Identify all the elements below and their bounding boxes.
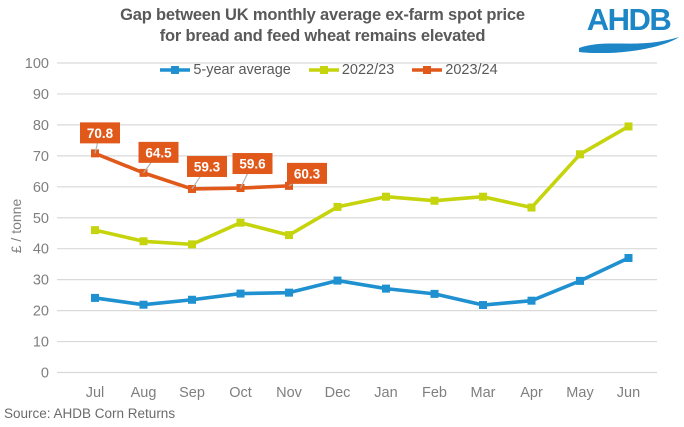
x-tick-label: Dec xyxy=(325,385,351,401)
chart-title-line1: Gap between UK monthly average ex-farm s… xyxy=(120,6,525,24)
chart-legend: 5-year average 2022/23 2023/24 xyxy=(0,62,658,78)
data-label-box xyxy=(287,162,327,184)
legend-square xyxy=(319,66,328,74)
data-label-box xyxy=(138,141,179,163)
data-point-2022-23 xyxy=(188,240,196,249)
x-tick-label: Mar xyxy=(471,385,496,401)
legend-line-marker-icon xyxy=(308,66,339,74)
ahdb-wave-icon xyxy=(578,37,679,53)
y-tick-label: 0 xyxy=(41,366,49,382)
legend-square xyxy=(423,66,432,74)
y-tick-label: 80 xyxy=(33,118,49,134)
y-tick-label: 90 xyxy=(33,87,49,103)
legend-item-2022-23: 2022/23 xyxy=(308,62,395,78)
data-point-5-year-average xyxy=(479,301,487,310)
legend-label: 2023/24 xyxy=(445,62,498,78)
data-point-2022-23 xyxy=(333,202,342,211)
legend-line-marker-icon xyxy=(160,66,191,74)
data-point-2022-23 xyxy=(430,196,439,205)
data-point-5-year-average xyxy=(382,284,390,293)
data-point-2022-23 xyxy=(139,237,148,246)
data-label-text: 60.3 xyxy=(294,166,321,181)
data-point-2022-23 xyxy=(236,218,245,227)
legend-label: 5-year average xyxy=(193,62,291,78)
source-note: Source: AHDB Corn Returns xyxy=(4,406,176,421)
data-point-5-year-average xyxy=(91,293,99,302)
data-point-5-year-average xyxy=(188,295,196,304)
x-tick-label: Apr xyxy=(520,385,543,401)
chart-title-line2: for bread and feed wheat remains elevate… xyxy=(159,27,486,45)
x-tick-label: Sep xyxy=(179,385,205,401)
legend-item-5-year-average: 5-year average xyxy=(160,62,291,78)
y-tick-label: 40 xyxy=(33,242,49,258)
data-point-5-year-average xyxy=(236,289,245,298)
chart-title: Gap between UK monthly average ex-farm s… xyxy=(55,5,590,47)
data-point-5-year-average xyxy=(285,288,293,297)
data-point-2022-23 xyxy=(479,192,487,201)
legend-line-marker-icon xyxy=(412,66,443,74)
data-label-box xyxy=(187,155,227,177)
data-point-5-year-average xyxy=(576,276,584,285)
data-label-box xyxy=(80,122,120,144)
y-tick-label: 30 xyxy=(33,273,49,289)
x-tick-label: Feb xyxy=(422,385,447,401)
legend-item-2023-24: 2023/24 xyxy=(412,62,498,78)
data-point-2022-23 xyxy=(91,226,99,235)
ahdb-logo: AHDB xyxy=(576,3,681,55)
x-tick-label: Jan xyxy=(374,385,397,401)
data-point-5-year-average xyxy=(430,289,439,298)
data-label-text: 70.8 xyxy=(87,126,114,141)
legend-square xyxy=(171,66,180,74)
x-tick-label: Aug xyxy=(131,385,157,401)
data-point-5-year-average xyxy=(139,300,148,309)
y-tick-label: 50 xyxy=(33,211,49,227)
data-label-box xyxy=(232,153,273,175)
data-point-2022-23 xyxy=(624,122,633,131)
data-label-text: 64.5 xyxy=(145,145,172,160)
data-point-5-year-average xyxy=(527,296,536,305)
x-tick-label: Jun xyxy=(617,385,640,401)
data-point-2022-23 xyxy=(527,203,536,212)
x-tick-label: Jul xyxy=(86,385,105,401)
data-point-2022-23 xyxy=(285,231,293,240)
y-tick-label: 60 xyxy=(33,180,49,196)
y-tick-label: 100 xyxy=(25,56,49,72)
y-tick-label: 70 xyxy=(33,149,49,165)
data-point-5-year-average xyxy=(624,253,633,262)
series-line-2022-23 xyxy=(94,124,630,247)
data-point-2022-23 xyxy=(382,192,390,201)
y-tick-label: 10 xyxy=(33,335,49,351)
data-point-5-year-average xyxy=(333,276,342,285)
data-label-text: 59.6 xyxy=(239,157,266,172)
legend-label: 2022/23 xyxy=(341,62,395,78)
data-label-text: 59.3 xyxy=(194,159,221,174)
series-line-5-year-average xyxy=(94,256,630,307)
ahdb-logo-text: AHDB xyxy=(586,2,672,37)
data-point-2022-23 xyxy=(576,150,584,159)
x-tick-label: Nov xyxy=(276,385,303,401)
x-tick-label: May xyxy=(566,385,594,401)
x-tick-label: Oct xyxy=(229,385,252,401)
y-axis-title: £ / tonne xyxy=(8,198,24,254)
y-tick-label: 20 xyxy=(33,304,49,320)
